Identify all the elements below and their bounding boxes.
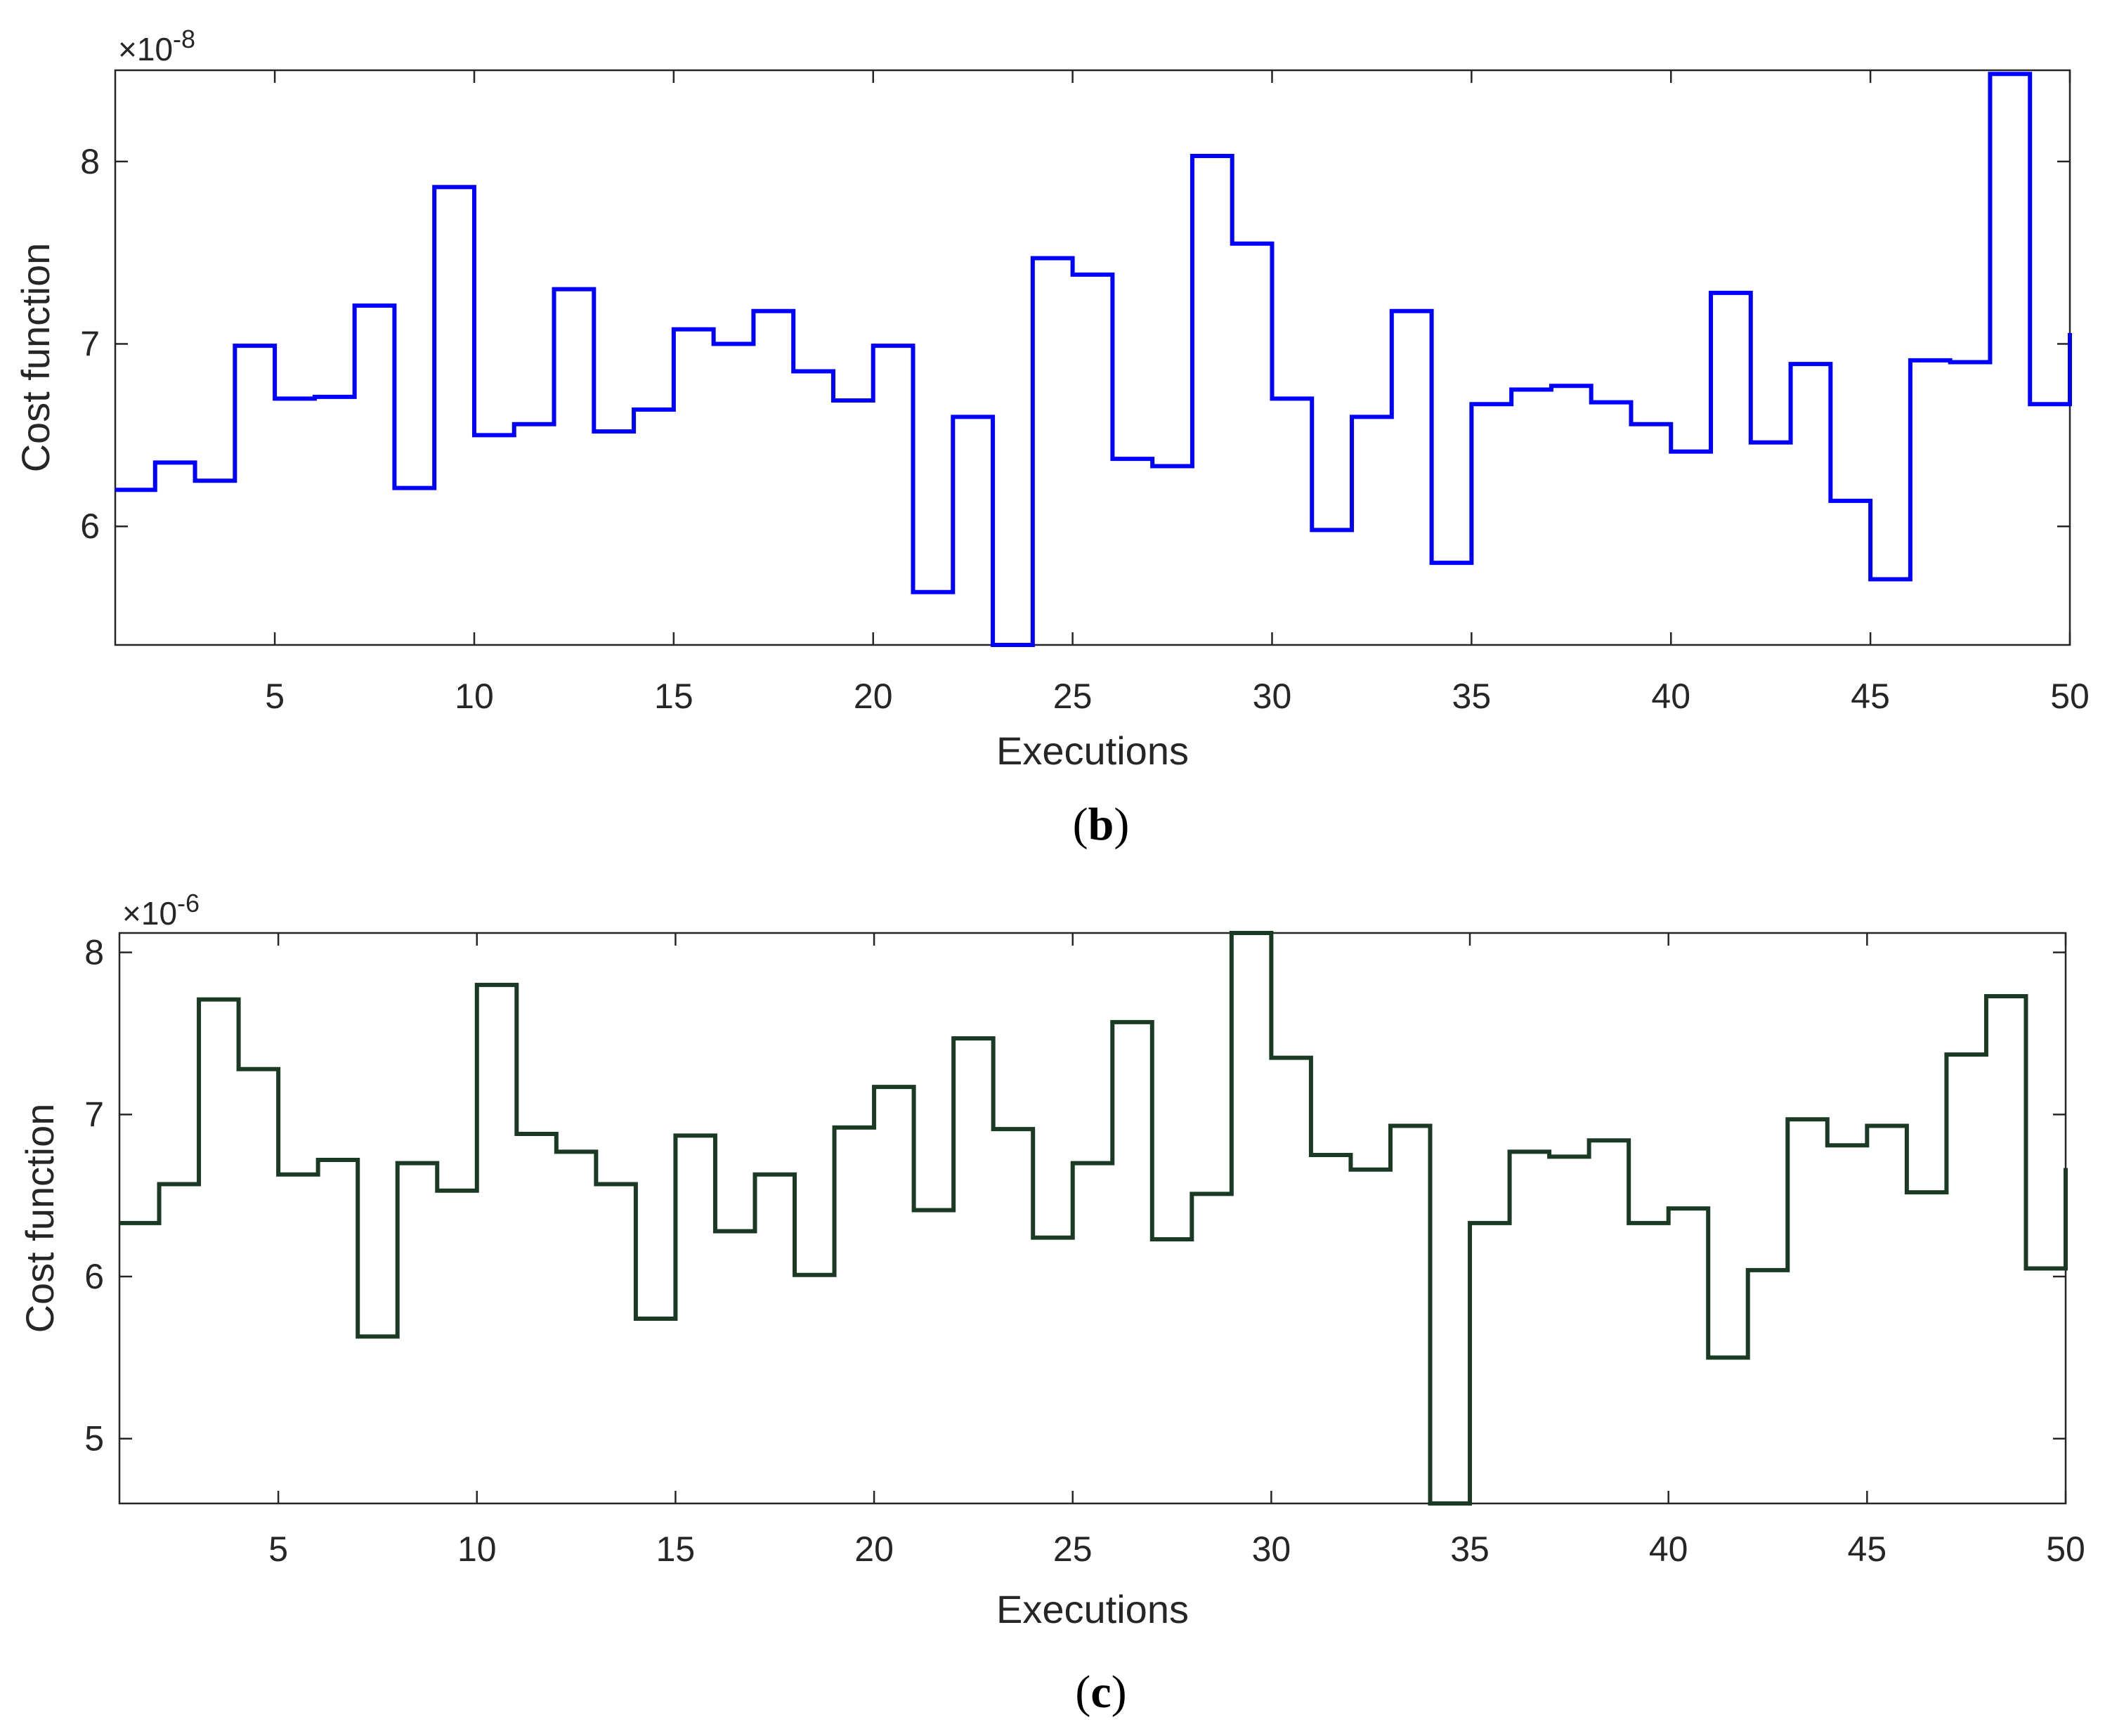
x-tick-label: 10	[457, 1529, 497, 1569]
y-exponent-label: ×10-6	[122, 889, 200, 932]
x-tick-label: 50	[2050, 677, 2090, 716]
chart-b: 5 10 15 20 25 30 35 40 45 50 6 7 8 ×10-8 Executions Cos…	[13, 25, 2090, 850]
x-tick-label: 50	[2046, 1529, 2085, 1569]
y-axis-label: Cost function	[13, 243, 58, 473]
chart-c: 5 10 15 20 25 30 35 40 45 50 5 6 7 8 ×10-6 Executions Co…	[18, 889, 2085, 1718]
x-tick-label: 40	[1649, 1529, 1688, 1569]
x-tick-label: 10	[455, 677, 494, 716]
x-tick-label: 20	[854, 677, 893, 716]
x-tick-label: 15	[656, 1529, 696, 1569]
y-tick-label: 6	[84, 1257, 104, 1296]
y-tick-label: 6	[80, 507, 100, 546]
x-tick-label: 45	[1851, 677, 1890, 716]
x-tick-label: 35	[1450, 1529, 1490, 1569]
x-tick-label: 15	[654, 677, 693, 716]
panel-label: (c)	[1075, 1666, 1126, 1718]
x-tick-label: 35	[1452, 677, 1492, 716]
x-tick-label: 25	[1053, 677, 1093, 716]
x-tick-label: 5	[268, 1529, 288, 1569]
plot-frame	[114, 69, 2071, 646]
plot-frame	[118, 932, 2067, 1505]
y-tick-label: 7	[84, 1095, 104, 1134]
y-tick-label: 5	[84, 1419, 104, 1458]
x-tick-label: 40	[1651, 677, 1690, 716]
x-tick-label: 45	[1848, 1529, 1887, 1569]
y-tick-label: 8	[84, 933, 104, 972]
x-axis-label: Executions	[996, 1587, 1189, 1631]
x-tick-label: 25	[1053, 1529, 1093, 1569]
series-line	[115, 72, 2072, 647]
x-tick-label: 20	[854, 1529, 894, 1569]
y-exponent-label: ×10-8	[118, 25, 195, 67]
series-line	[119, 931, 2068, 1506]
x-tick-label: 30	[1253, 677, 1292, 716]
y-tick-label: 7	[80, 325, 100, 364]
y-tick-label: 8	[80, 142, 100, 181]
x-tick-label: 30	[1252, 1529, 1291, 1569]
x-axis-label: Executions	[996, 729, 1189, 773]
y-axis-label: Cost function	[18, 1104, 62, 1333]
panel-label: (b)	[1073, 799, 1130, 850]
x-tick-label: 5	[265, 677, 285, 716]
